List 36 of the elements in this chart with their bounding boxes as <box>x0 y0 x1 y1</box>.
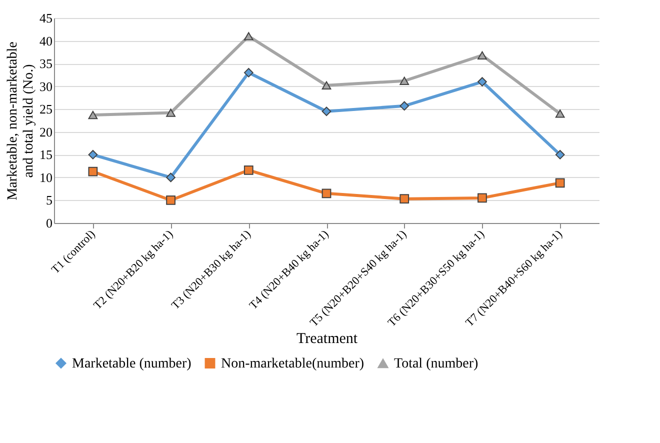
point <box>88 110 98 120</box>
y-tick-label: 20 <box>40 124 52 140</box>
point <box>555 150 565 160</box>
point <box>478 193 487 203</box>
point <box>166 196 176 205</box>
y-tick-label: 10 <box>40 170 52 185</box>
point <box>166 108 176 117</box>
y-tick-label: 35 <box>40 56 52 72</box>
point <box>400 101 410 111</box>
y-tick-label: 5 <box>46 192 52 208</box>
point <box>322 188 332 198</box>
point <box>244 68 254 78</box>
point <box>400 76 410 85</box>
point <box>555 178 565 188</box>
y-tick-label: 25 <box>40 102 52 117</box>
y-tick-label: 40 <box>40 33 52 48</box>
point <box>555 110 565 118</box>
y-tick-label: 15 <box>40 147 52 162</box>
x-axis-title: Treatment <box>296 330 358 347</box>
legend-label: Total (number) <box>394 356 478 372</box>
point <box>400 194 410 204</box>
point <box>88 150 98 160</box>
point <box>478 77 487 86</box>
y-tick-label: 0 <box>46 216 52 230</box>
point <box>166 172 176 182</box>
point <box>322 81 332 90</box>
y-tick-label: 30 <box>40 78 52 94</box>
point <box>244 165 254 175</box>
point <box>478 51 487 60</box>
point <box>88 166 98 176</box>
y-tick-label: 45 <box>40 10 52 26</box>
y-axis-title: Marketable, non-marketable and total yield (No.) <box>6 42 36 200</box>
point <box>244 32 254 40</box>
legend-label: Non-marketable(number) <box>221 356 364 372</box>
legend-label: Marketable (number) <box>72 356 192 372</box>
point <box>322 106 332 116</box>
